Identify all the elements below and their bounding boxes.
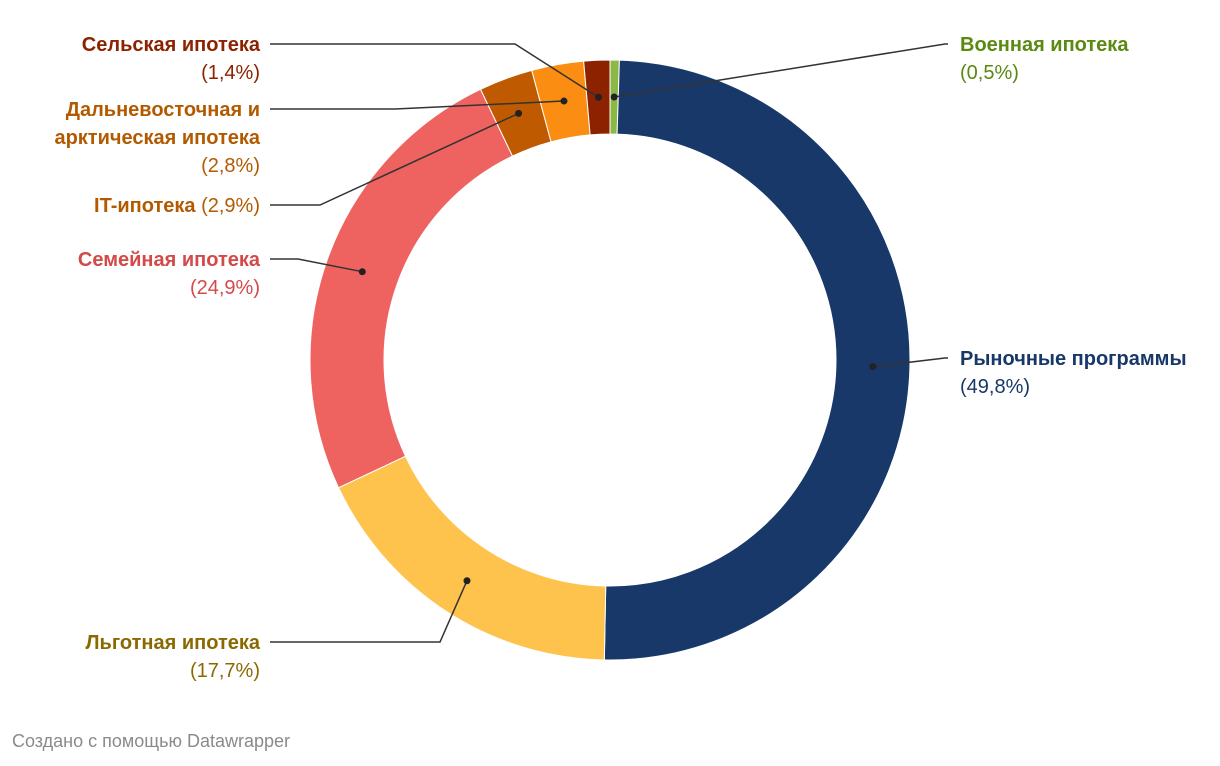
slice-name-5-1: арктическая ипотека bbox=[54, 127, 260, 149]
leader-dot-0 bbox=[610, 93, 618, 101]
slice-label-6: Сельская ипотека (1,4%) bbox=[82, 34, 261, 84]
slice-name-0-0: Военная ипотека bbox=[960, 34, 1129, 56]
slice-name-1-0: Рыночные программы bbox=[960, 348, 1187, 370]
slice-value-1: (49,8%) bbox=[960, 376, 1030, 398]
leader-line-1 bbox=[872, 357, 948, 368]
slice-name-6-0: Сельская ипотека bbox=[82, 34, 261, 56]
leader-dot-6 bbox=[594, 93, 602, 101]
slice-label-3: Семейная ипотека (24,9%) bbox=[78, 249, 261, 299]
leader-dot-5 bbox=[560, 97, 568, 105]
leader-dot-2 bbox=[463, 577, 471, 585]
leader-dot-4 bbox=[515, 109, 523, 117]
slice-label-4: IT-ипотека (2,9%) bbox=[94, 195, 260, 217]
slice-name-2-0: Льготная ипотека bbox=[86, 632, 261, 654]
slice-name-3-0: Семейная ипотека bbox=[78, 249, 261, 271]
leader-line-3 bbox=[270, 258, 363, 273]
slice-name-5-0: Дальневосточная и bbox=[66, 99, 260, 121]
slice-value-3: (24,9%) bbox=[190, 277, 260, 299]
slice-label-0: Военная ипотека (0,5%) bbox=[960, 34, 1129, 84]
slice-label-5: Дальневосточная и арктическая ипотека (2,8… bbox=[54, 99, 260, 177]
slice-1[interactable] bbox=[603, 59, 911, 661]
slice-label-2: Льготная ипотека (17,7%) bbox=[86, 632, 261, 682]
leader-line-4 bbox=[270, 112, 519, 206]
slice-value-5: (2,8%) bbox=[201, 155, 260, 177]
leader-line-5 bbox=[270, 100, 565, 110]
slice-labels: Военная ипотека (0,5%) Рыночные программы (… bbox=[54, 34, 1186, 682]
leader-line-0 bbox=[614, 43, 948, 98]
donut-slices bbox=[309, 59, 911, 661]
leader-line-2 bbox=[270, 580, 468, 643]
leader-dot-1 bbox=[869, 363, 877, 371]
slice-2[interactable] bbox=[337, 455, 607, 661]
slice-3[interactable] bbox=[309, 88, 514, 489]
slice-value-6: (1,4%) bbox=[201, 62, 260, 84]
slice-value-2: (17,7%) bbox=[190, 660, 260, 682]
leader-dot-3 bbox=[358, 268, 366, 276]
leader-line-6 bbox=[270, 43, 599, 98]
slice-value-4: (2,9%) bbox=[196, 195, 260, 217]
footer-credit[interactable]: Создано с помощью Datawrapper bbox=[12, 731, 291, 751]
slice-value-0: (0,5%) bbox=[960, 62, 1019, 84]
slice-name-4-0: IT-ипотека bbox=[94, 195, 196, 217]
slice-label-1: Рыночные программы (49,8%) bbox=[960, 348, 1187, 398]
leader-lines bbox=[270, 43, 948, 643]
